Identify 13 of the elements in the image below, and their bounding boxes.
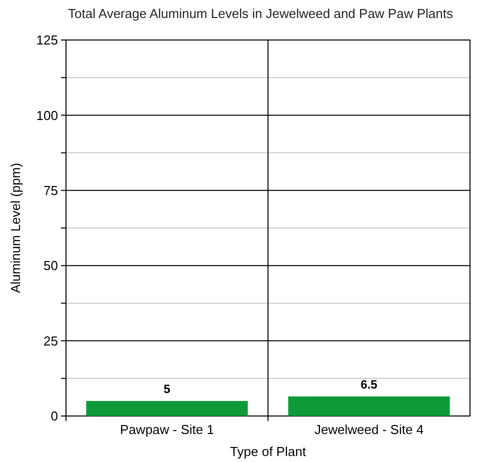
y-tick-label: 75 xyxy=(44,182,58,198)
y-axis-title: Aluminum Level (ppm) xyxy=(8,162,23,294)
data-label: 6.5 xyxy=(360,377,378,392)
chart-title: Total Average Aluminum Levels in Jewelweed and Paw Paw Plants xyxy=(68,6,454,21)
y-tick-label: 0 xyxy=(50,408,58,424)
y-tick-label: 50 xyxy=(44,258,58,274)
y-tick-label: 100 xyxy=(36,108,58,123)
y-tick-label: 25 xyxy=(44,333,58,348)
x-axis-title: Type of Plant xyxy=(230,444,306,459)
x-tick-label: Pawpaw - Site 1 xyxy=(120,422,214,437)
y-tick-label: 125 xyxy=(36,32,58,48)
x-tick-label: Jewelweed - Site 4 xyxy=(314,422,424,437)
data-label: 5 xyxy=(164,382,171,396)
